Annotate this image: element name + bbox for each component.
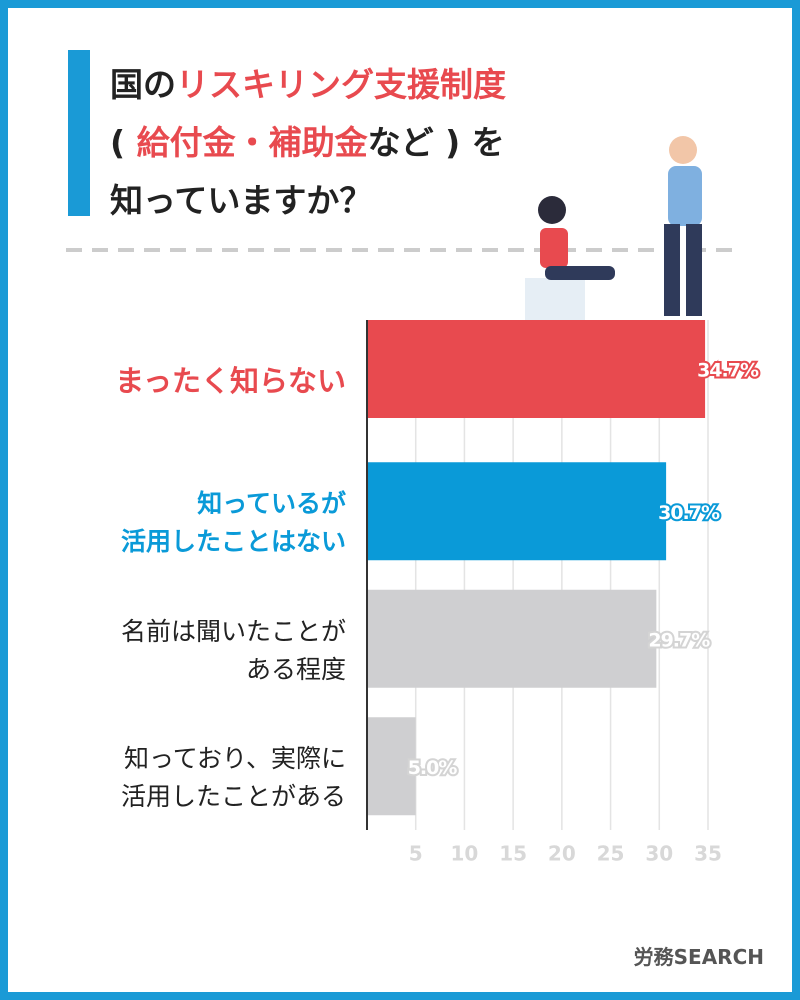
x-tick-label: 30 <box>645 842 673 866</box>
x-tick-label: 20 <box>548 842 576 866</box>
category-label: まったく知らない <box>115 364 346 398</box>
bar <box>367 320 706 418</box>
x-tick-label: 10 <box>451 842 479 866</box>
title-segment: 知っていますか？ <box>110 181 373 220</box>
title-segment: ( <box>110 123 137 162</box>
title-segment: 国の <box>110 65 176 104</box>
title-line: 国のリスキリング支援制度 <box>110 58 506 106</box>
brand: 労務SEARCH <box>633 945 764 969</box>
illustration <box>525 136 702 320</box>
x-tick-label: 35 <box>694 842 722 866</box>
title-line: 知っていますか？ <box>110 174 372 222</box>
bar <box>367 462 667 561</box>
bar <box>367 589 657 688</box>
category-label: 名前は聞いたことが ある程度 <box>120 616 346 684</box>
title-segment: など ) を <box>367 123 505 162</box>
category-label: 知っており、実際に 活用したことがある <box>120 744 346 812</box>
x-tick-label: 5 <box>409 842 423 866</box>
title-segment: リスキリング支援制度 <box>176 65 506 104</box>
title-segment: 給付金・補助金 <box>136 123 368 162</box>
chart: 5 10 15 20 25 30 35 34.7% 30.7% 29.7% 5.0% <box>66 50 762 866</box>
title-line: ( 給付金・補助金など ) を <box>110 116 505 164</box>
x-tick-label: 15 <box>499 842 527 866</box>
title-bar <box>68 50 90 216</box>
x-tick-label: 25 <box>597 842 625 866</box>
value-label: 5.0% <box>408 757 458 779</box>
value-label: 30.7% <box>658 502 720 524</box>
value-label: 34.7% <box>697 360 759 382</box>
bar <box>367 717 416 816</box>
value-label: 29.7% <box>648 629 710 651</box>
category-label: 知っているが 活用したことはない <box>120 489 346 557</box>
